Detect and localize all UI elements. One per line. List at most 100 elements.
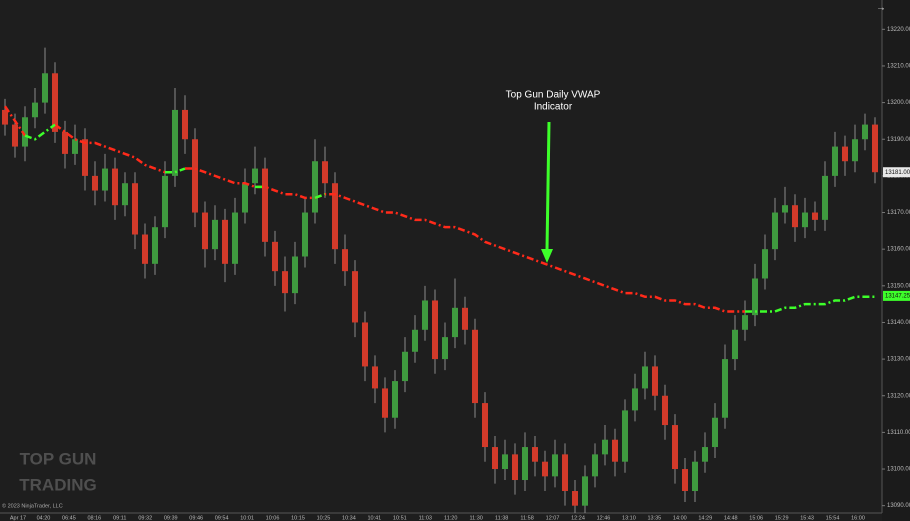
x-tick-label: 12:46 [597, 515, 611, 521]
candle-body [542, 461, 548, 477]
candle-body [722, 359, 728, 418]
x-tick-label: 10:06 [266, 515, 280, 521]
scroll-icon[interactable]: → [876, 3, 886, 14]
arrow [545, 121, 551, 251]
candle-body [362, 322, 368, 367]
candle-body [52, 73, 58, 132]
candle-body [42, 73, 48, 103]
y-tick-label: 13170.00 [887, 210, 910, 216]
candle-body [332, 183, 338, 250]
x-tick-label: 10:51 [393, 515, 407, 521]
x-tick-label: 09:32 [138, 515, 152, 521]
plot [2, 47, 878, 513]
y-tick-label: 13100.00 [887, 467, 910, 473]
x-tick-label: 08:16 [87, 515, 101, 521]
candle-body [522, 447, 528, 481]
candle-body [312, 161, 318, 213]
y-tick-label: 13160.00 [887, 247, 910, 253]
candle-body [772, 212, 778, 250]
x-tick-label: 10:15 [291, 515, 305, 521]
y-tick-label: 13150.00 [887, 283, 910, 289]
price-tag-label: 13181.00 [885, 170, 910, 176]
y-tick-label: 13190.00 [887, 137, 910, 143]
arrow-head [541, 249, 553, 263]
candle-body [452, 307, 458, 338]
x-tick-label: 11:58 [520, 515, 533, 521]
y-tick-label: 13090.00 [887, 503, 910, 509]
x-tick-label: 15:43 [800, 515, 814, 521]
candle-body [132, 183, 138, 235]
candle-body [402, 351, 408, 382]
candle-body [552, 454, 558, 477]
candle-body [272, 241, 278, 272]
candle-body [172, 109, 178, 176]
x-tick-label: 11:38 [495, 515, 508, 521]
logo-text: TRADING [19, 475, 96, 494]
candle-body [782, 205, 788, 213]
y-tick-label: 13120.00 [887, 393, 910, 399]
candle-body [82, 139, 88, 176]
x-tick-label: 11:30 [470, 515, 483, 521]
candle-body [32, 102, 38, 118]
x-tick-label: 13:10 [622, 515, 636, 521]
candle-body [22, 117, 28, 147]
candle-body [472, 329, 478, 404]
candle-body [802, 212, 808, 228]
y-tick-label: 13110.00 [887, 430, 910, 436]
candle-body [422, 300, 428, 330]
candle-body [732, 329, 738, 360]
candle-body [812, 212, 818, 220]
candle-body [462, 307, 468, 330]
candle-body [652, 366, 658, 396]
candle-body [2, 109, 8, 125]
candle-body [502, 454, 508, 470]
candle-body [592, 454, 598, 477]
y-tick-label: 13130.00 [887, 357, 910, 363]
x-tick-label: 09:39 [164, 515, 178, 521]
candle-body [742, 315, 748, 330]
candle-body [532, 447, 538, 462]
candle-body [632, 388, 638, 411]
candle-body [112, 168, 118, 206]
candle-body [292, 256, 298, 294]
candle-body [282, 271, 288, 294]
candle-body [582, 476, 588, 506]
x-tick-label: 11:03 [419, 515, 432, 521]
candle-body [412, 329, 418, 352]
candle-body [72, 139, 78, 154]
x-tick-label: 10:25 [317, 515, 331, 521]
candle-body [182, 109, 188, 140]
x-tick-label: 15:06 [749, 515, 763, 521]
candle-body [392, 381, 398, 418]
vwap-line [24, 123, 875, 313]
y-tick-label: 13200.00 [887, 100, 910, 106]
candle-body [602, 439, 608, 455]
candle-body [492, 447, 498, 470]
candle-body [792, 205, 798, 228]
candle-body [12, 124, 18, 147]
x-tick-label: 12:07 [546, 515, 560, 521]
x-tick-label: 06:45 [62, 515, 76, 521]
candle-body [152, 227, 158, 264]
candle-body [352, 271, 358, 323]
candle-body [822, 175, 828, 220]
candle-body [622, 410, 628, 462]
x-tick-label: 10:41 [367, 515, 381, 521]
candle-body [762, 249, 768, 279]
annotation: Top Gun Daily VWAP [506, 90, 601, 101]
x-tick-label: 12:24 [571, 515, 585, 521]
y-tick-label: 13140.00 [887, 320, 910, 326]
candle-body [612, 439, 618, 462]
candle-body [342, 249, 348, 272]
candle-body [302, 212, 308, 257]
x-tick-label: 14:48 [724, 515, 738, 521]
vwap-line [3, 105, 745, 313]
x-tick-label: 15:54 [826, 515, 840, 521]
copyright: © 2023 NinjaTrader, LLC [2, 502, 63, 509]
candle-body [232, 212, 238, 264]
candle-body [102, 168, 108, 191]
x-tick-label: 14:00 [673, 515, 687, 521]
candle-body [692, 461, 698, 492]
candle-body [712, 417, 718, 448]
price-tag-label: 13147.25 [885, 293, 910, 299]
